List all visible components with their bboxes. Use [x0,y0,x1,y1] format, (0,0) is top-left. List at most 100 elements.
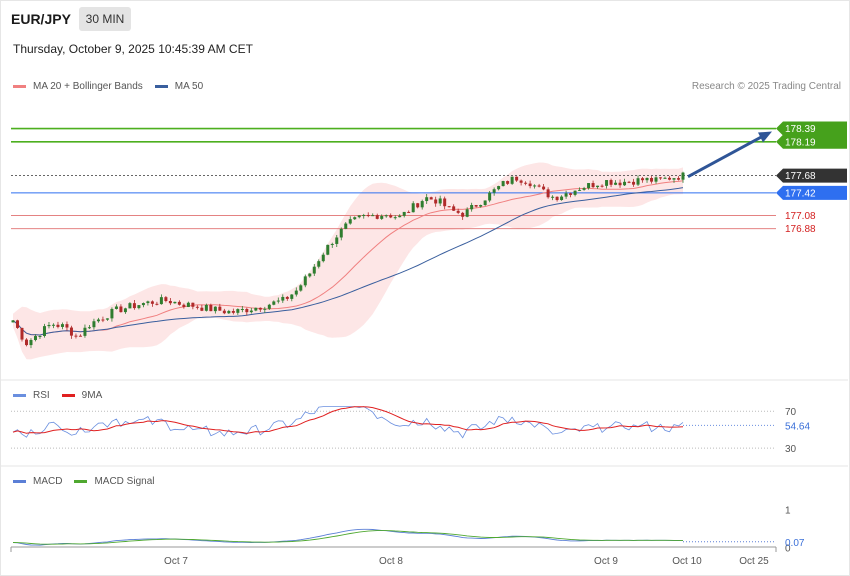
candle-body [627,181,631,183]
candle-body [132,303,136,309]
macd-tick-zero: 0 [785,543,791,554]
candle-body [452,206,456,211]
candle-body [218,306,222,311]
candle-body [29,340,33,346]
rsi-upper-label: 70 [785,407,797,418]
candle-body [78,335,82,337]
candle-body [317,261,321,267]
candle-body [42,326,46,336]
candle-body [15,320,19,328]
candle-body [114,306,118,309]
candle-body [542,186,546,190]
candle-body [285,296,289,299]
level-label-s2: 176.88 [785,224,816,235]
candle-body [618,182,622,186]
candle-body [330,243,334,245]
candle-body [447,206,451,208]
candle-body [569,193,573,195]
x-axis-label: Oct 10 [672,556,702,567]
candle-body [645,177,649,181]
candle-body [416,203,420,208]
candle-body [168,300,172,304]
forecast-arrow [687,131,772,178]
candle-body [200,307,204,311]
candle-body [614,182,618,185]
candle-body [222,310,226,314]
candle-body [290,294,294,299]
candle-body [101,319,105,321]
candle-body [650,177,654,182]
macd-legend: MACD MACD Signal [13,476,166,487]
candle-body [11,320,15,323]
candle-body [402,211,406,216]
candle-body [636,178,640,185]
x-axis: Oct 7 Oct 8 Oct 9 Oct 10 Oct 25 [1,379,848,567]
level-tag-pivot [776,185,847,200]
candle-body [33,336,37,341]
candle-body [564,193,568,197]
candle-body [308,273,312,277]
candle-body [56,324,60,327]
candle-body [420,201,424,208]
candle-body [182,304,186,307]
candle-body [488,192,492,201]
candle-body [501,181,505,187]
candle-body [204,304,208,311]
candle-body [528,183,532,187]
candle-body [128,303,132,309]
candle-body [591,183,595,188]
candle-body [519,180,523,183]
candle-body [177,301,181,305]
rsi-lower-label: 30 [785,444,797,455]
candle-body [186,302,190,307]
x-axis-label: Oct 9 [594,556,618,567]
level-tag-r1 [776,134,847,149]
candle-body [600,185,604,187]
candle-body [173,301,177,304]
candle-body [69,327,73,336]
candle-body [443,198,447,207]
candle-body [195,306,199,308]
candle-body [537,185,541,187]
candle-body [96,319,100,322]
candle-body [677,178,681,180]
legend-ma20-label: MA 20 + Bollinger Bands [33,81,143,92]
candle-body [272,301,276,305]
candle-body [510,176,514,184]
candle-body [371,215,375,217]
candle-body [110,308,114,319]
candle-body [236,309,240,313]
candle-body [609,180,613,185]
level-label-pivot: 177.42 [785,188,816,199]
datetime-label: Thursday, October 9, 2025 10:45:39 AM CE… [13,42,253,56]
candle-body [240,308,244,310]
candle-body [389,215,393,218]
candle-body [294,290,298,295]
candle-body [555,196,559,201]
forecast-arrow-head [758,131,772,143]
candle-body [429,197,433,200]
level-label-r1: 178.19 [785,137,816,148]
level-label-s1: 177.08 [785,211,816,222]
copyright-text: Research © 2025 Trading Central [691,81,841,92]
candle-body [573,190,577,195]
candle-body [425,197,429,202]
candle-body [362,215,366,217]
candle-body [384,215,388,217]
candle-body [83,327,87,336]
candle-body [393,217,397,219]
candle-body [60,324,64,327]
candle-body [659,177,663,179]
candle-body [326,244,330,255]
macd-legend-label: MACD [33,476,63,487]
level-tag-last [776,168,847,183]
candle-body [623,181,627,186]
level-tag-r2 [776,121,847,136]
ma20-line [12,180,684,336]
candle-body [87,327,91,329]
candle-body [465,209,469,217]
interval-button[interactable]: 30 MIN [79,7,131,31]
legend-ma20: MA 20 + Bollinger Bands [13,81,143,92]
macd-value-label: 0.07 [785,538,805,549]
